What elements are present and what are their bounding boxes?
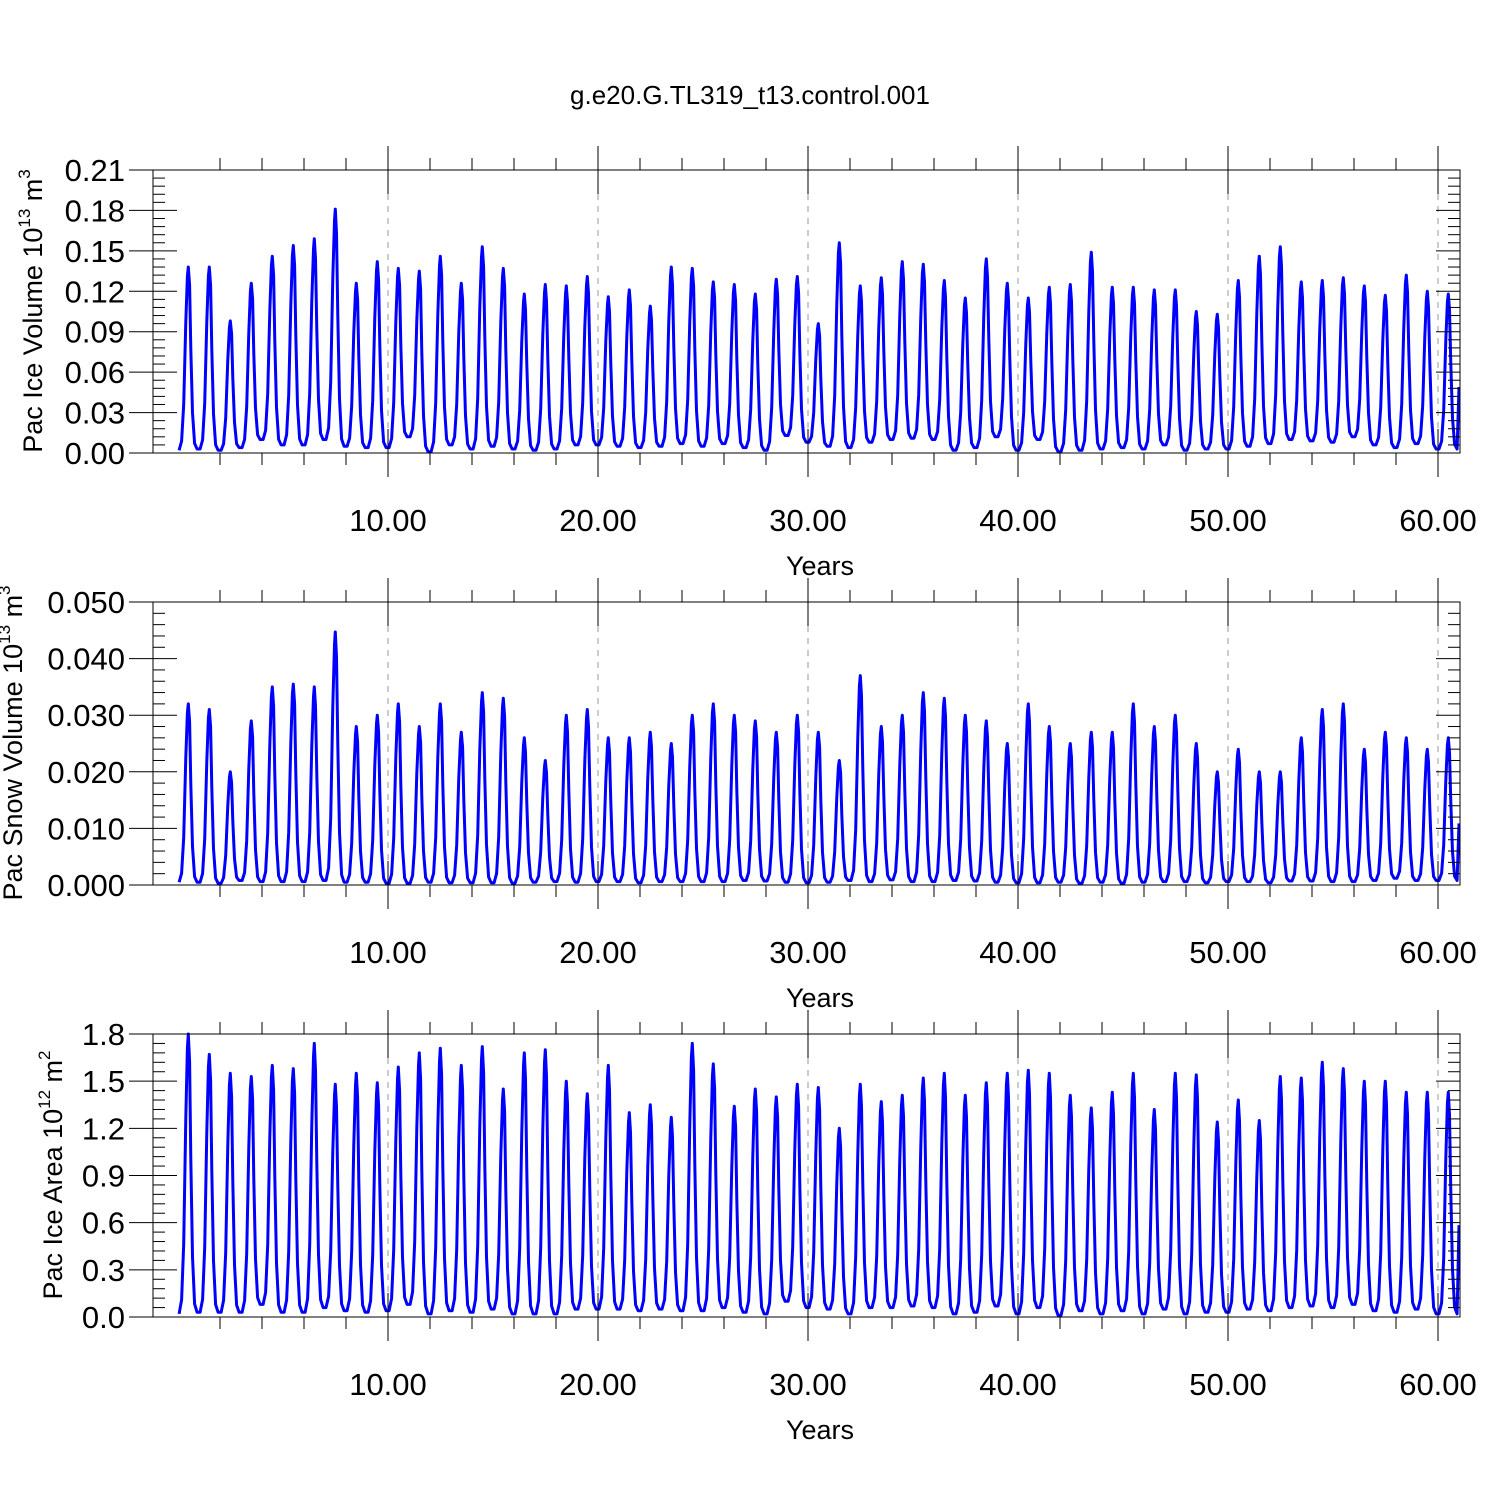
y-tick-label: 0.12 bbox=[65, 274, 125, 309]
y-tick-label: 0.3 bbox=[82, 1253, 125, 1288]
x-axis-title: Years bbox=[786, 983, 854, 1013]
x-tick-label: 40.00 bbox=[979, 1367, 1057, 1402]
x-tick-label: 10.00 bbox=[349, 1367, 427, 1402]
x-tick-label: 10.00 bbox=[349, 503, 427, 538]
y-tick-label: 1.8 bbox=[82, 1017, 125, 1052]
x-tick-label: 50.00 bbox=[1189, 935, 1267, 970]
x-tick-label: 20.00 bbox=[559, 935, 637, 970]
data-series-line bbox=[177, 207, 1461, 454]
x-axis-title: Years bbox=[786, 1415, 854, 1445]
y-tick-label: 0.18 bbox=[65, 193, 125, 228]
plot-frame bbox=[152, 169, 1461, 454]
x-tick-label: 30.00 bbox=[769, 1367, 847, 1402]
x-tick-label: 60.00 bbox=[1399, 935, 1477, 970]
y-tick-label: 0.9 bbox=[82, 1159, 125, 1194]
y-tick-label: 1.2 bbox=[82, 1111, 125, 1146]
y-axis-title: Pac Ice Area 1012 m2 bbox=[35, 1050, 68, 1299]
y-tick-label: 0.21 bbox=[65, 153, 125, 188]
x-tick-label: 60.00 bbox=[1399, 1367, 1477, 1402]
x-tick-label: 30.00 bbox=[769, 935, 847, 970]
y-tick-label: 0.09 bbox=[65, 315, 125, 350]
x-tick-label: 10.00 bbox=[349, 935, 427, 970]
y-tick-label: 0.00 bbox=[65, 436, 125, 471]
y-tick-label: 1.5 bbox=[82, 1064, 125, 1099]
x-tick-label: 40.00 bbox=[979, 503, 1057, 538]
x-tick-label: 60.00 bbox=[1399, 503, 1477, 538]
y-tick-label: 0.040 bbox=[47, 642, 125, 677]
page-title: g.e20.G.TL319_t13.control.001 bbox=[570, 80, 930, 110]
data-series-line bbox=[177, 630, 1461, 885]
x-tick-label: 30.00 bbox=[769, 503, 847, 538]
data-series-line bbox=[177, 1032, 1461, 1317]
y-axis-title: Pac Ice Volume 1013 m3 bbox=[15, 169, 48, 453]
chart-panel-2: 0.000 0.010 0.020 0.030 0.040 0.050 10.00 20.00… bbox=[0, 578, 1477, 1013]
y-tick-label: 0.010 bbox=[47, 811, 125, 846]
y-tick-label: 0.0 bbox=[82, 1300, 125, 1335]
x-tick-label: 50.00 bbox=[1189, 503, 1267, 538]
y-tick-label: 0.15 bbox=[65, 234, 125, 269]
y-tick-label: 0.03 bbox=[65, 396, 125, 431]
y-tick-label: 0.06 bbox=[65, 355, 125, 390]
x-axis-title: Years bbox=[786, 551, 854, 581]
y-tick-label: 0.020 bbox=[47, 755, 125, 790]
x-tick-label: 20.00 bbox=[559, 1367, 637, 1402]
y-tick-label: 0.000 bbox=[47, 868, 125, 903]
chart-panel-3: 0.0 0.3 0.6 0.9 1.2 1.5 1.8 10.00 20.00 30.00 40.0… bbox=[35, 1010, 1477, 1445]
x-tick-label: 40.00 bbox=[979, 935, 1057, 970]
x-tick-label: 20.00 bbox=[559, 503, 637, 538]
y-axis-title: Pac Snow Volume 1013 m3 bbox=[0, 585, 28, 900]
plot-frame bbox=[152, 601, 1461, 886]
y-tick-label: 0.050 bbox=[47, 585, 125, 620]
y-tick-label: 0.030 bbox=[47, 698, 125, 733]
y-tick-label: 0.6 bbox=[82, 1206, 125, 1241]
x-tick-label: 50.00 bbox=[1189, 1367, 1267, 1402]
chart-panel-1: 0.00 0.03 0.06 0.09 0.12 0.15 0.18 0.21 10.00 20.… bbox=[15, 146, 1477, 581]
